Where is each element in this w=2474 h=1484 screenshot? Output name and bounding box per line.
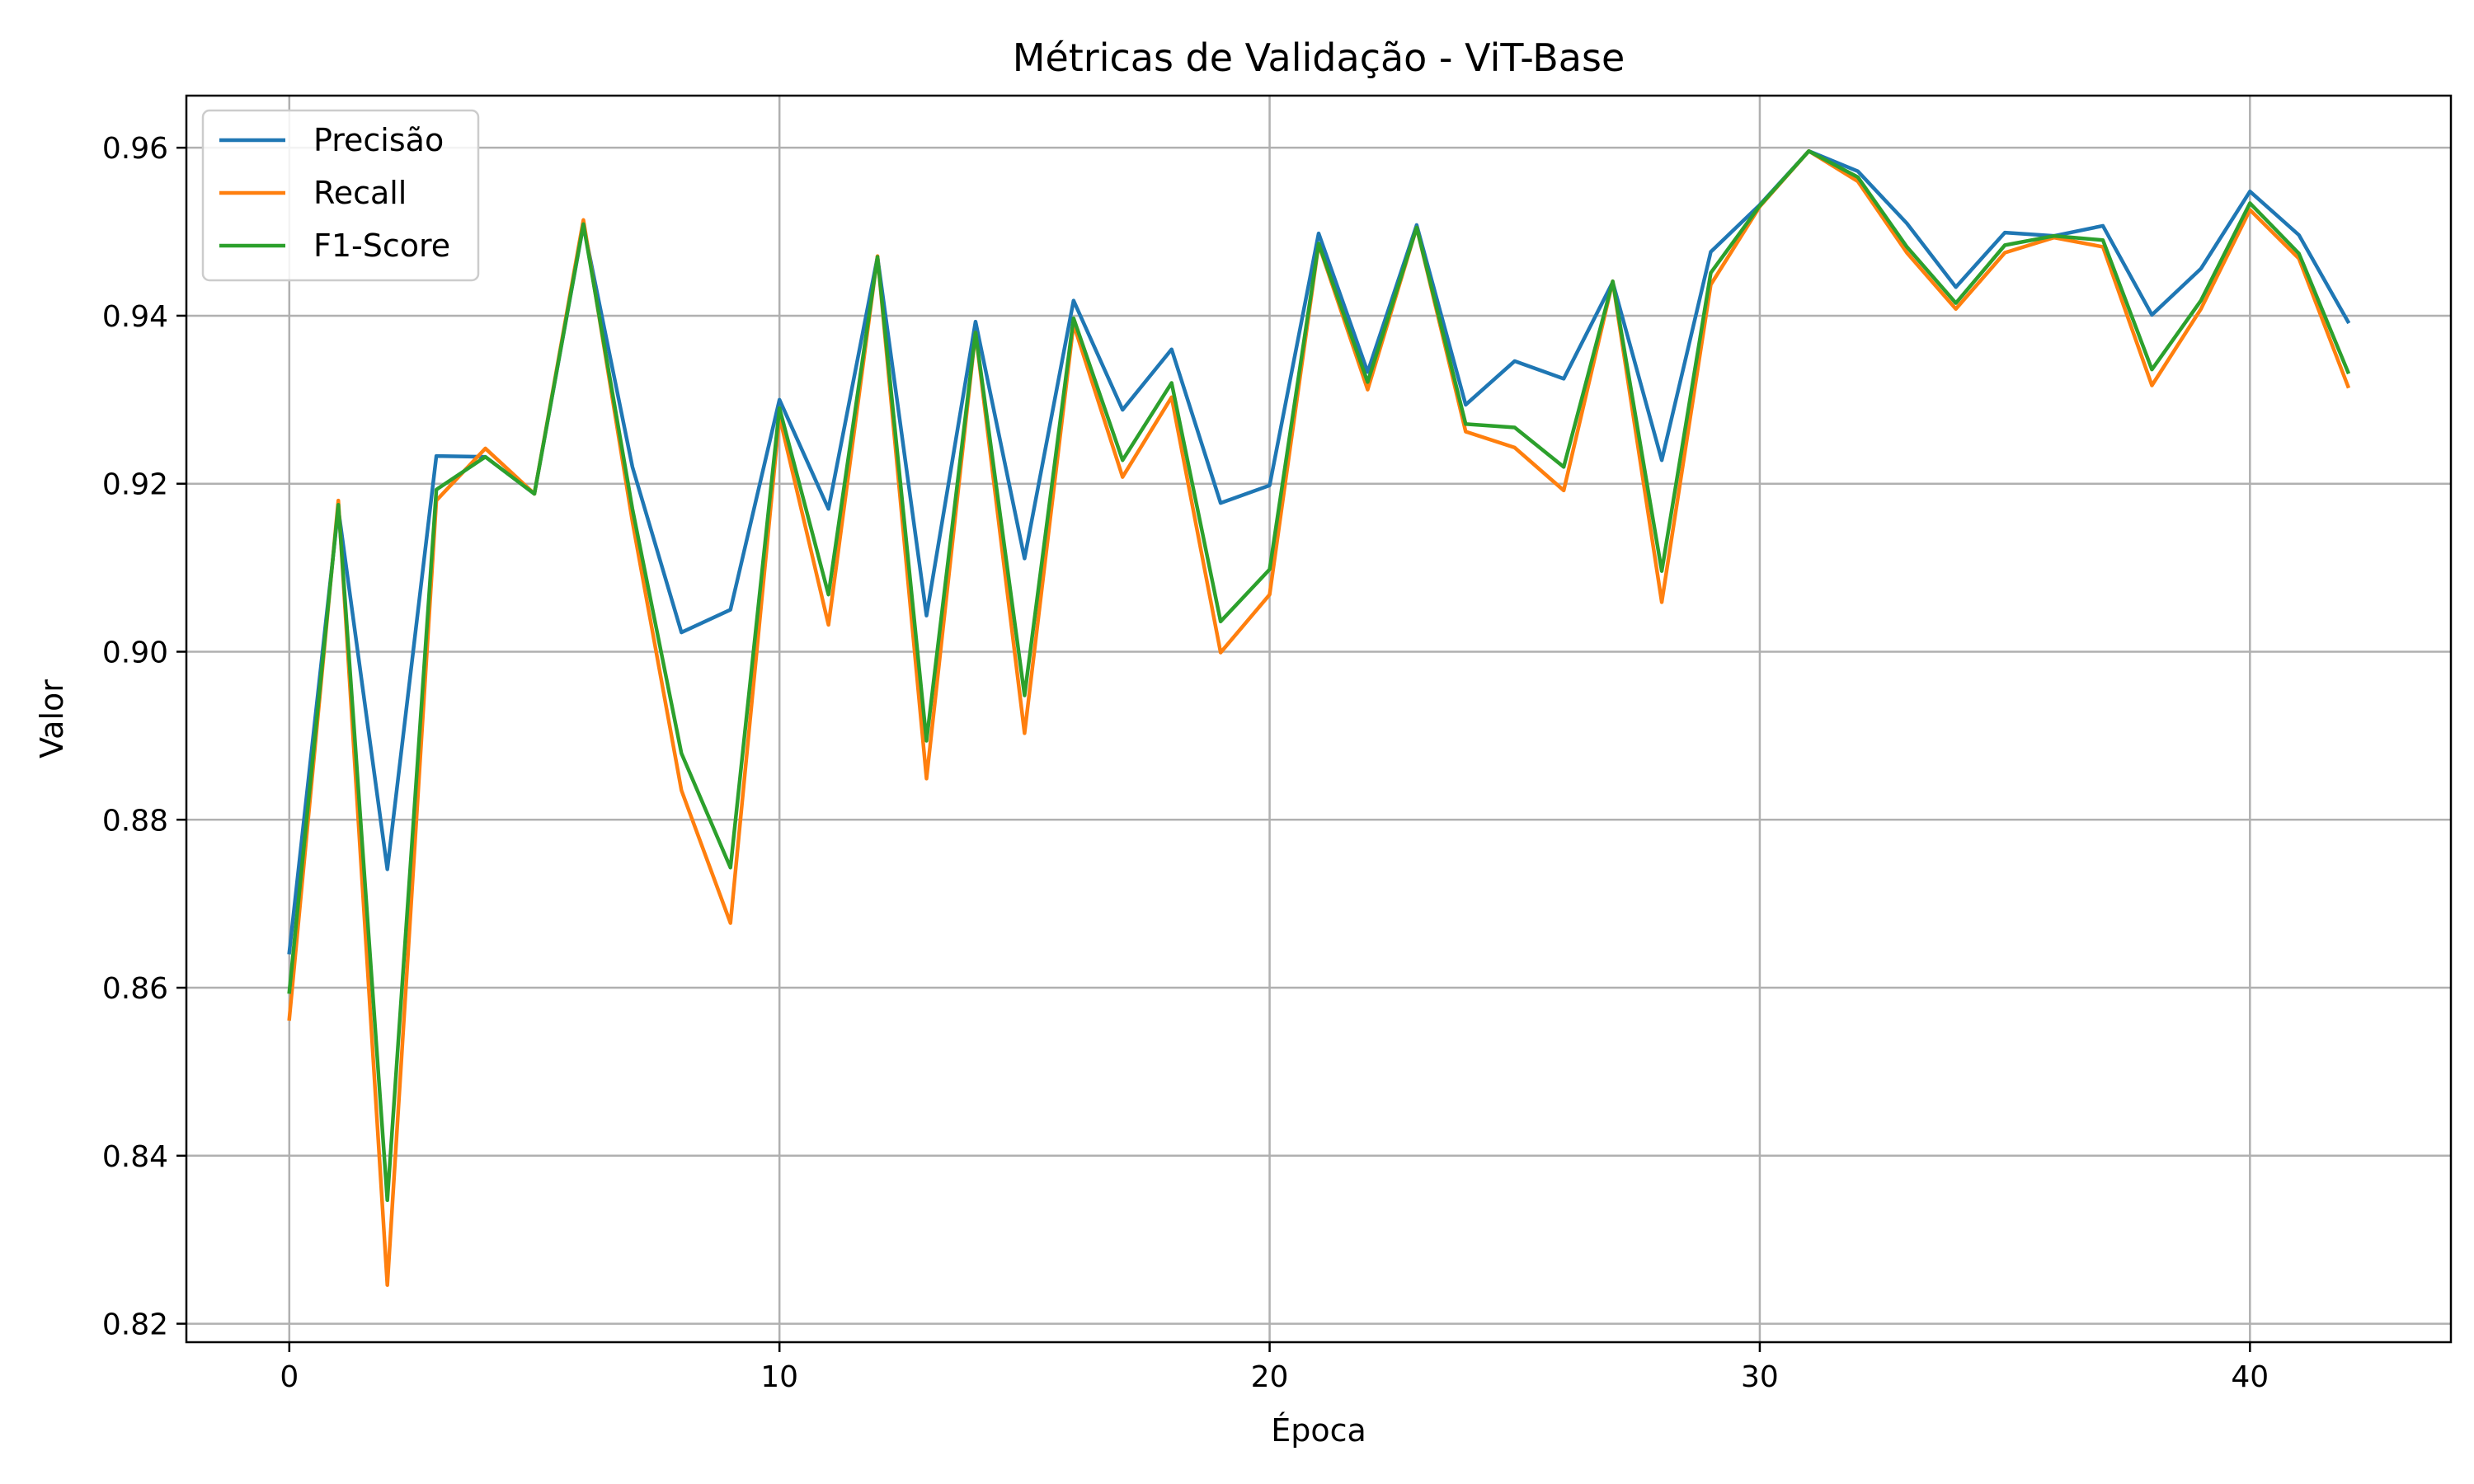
plot-frame xyxy=(185,94,2453,1344)
axis-ticks: 0 10 20 30 40 0.82 0.84 0.86 0.88 0.90 0.92 0.94 0.9… xyxy=(102,132,2269,1394)
y-tick-label: 0.92 xyxy=(102,468,168,502)
x-tick-label: 30 xyxy=(1741,1360,1779,1394)
y-axis-label: Valor xyxy=(34,679,70,758)
y-tick-label: 0.96 xyxy=(102,132,168,166)
legend: Precisão Recall F1-Score xyxy=(201,109,480,282)
y-tick-label: 0.86 xyxy=(102,972,168,1006)
x-axis-label: Época xyxy=(1271,1412,1366,1449)
legend-box xyxy=(201,109,480,282)
x-tick-label: 40 xyxy=(2231,1360,2269,1394)
y-tick-label: 0.94 xyxy=(102,300,168,334)
series-line-precis-o xyxy=(287,149,2351,955)
legend-label: F1-Score xyxy=(313,228,450,264)
series-line-f1-score xyxy=(287,149,2351,1203)
chart-title: Métricas de Validação - ViT-Base xyxy=(1013,35,1625,80)
x-tick-label: 20 xyxy=(1251,1360,1289,1394)
y-tick-label: 0.82 xyxy=(102,1308,168,1342)
x-tick-label: 10 xyxy=(760,1360,798,1394)
series-lines xyxy=(287,149,2351,1287)
grid-lines xyxy=(186,96,2451,1342)
y-tick-label: 0.84 xyxy=(102,1140,168,1174)
x-tick-label: 0 xyxy=(280,1360,299,1394)
legend-label: Recall xyxy=(313,175,407,211)
y-tick-label: 0.88 xyxy=(102,804,168,838)
legend-label: Precisão xyxy=(313,122,444,158)
y-tick-label: 0.90 xyxy=(102,636,168,669)
